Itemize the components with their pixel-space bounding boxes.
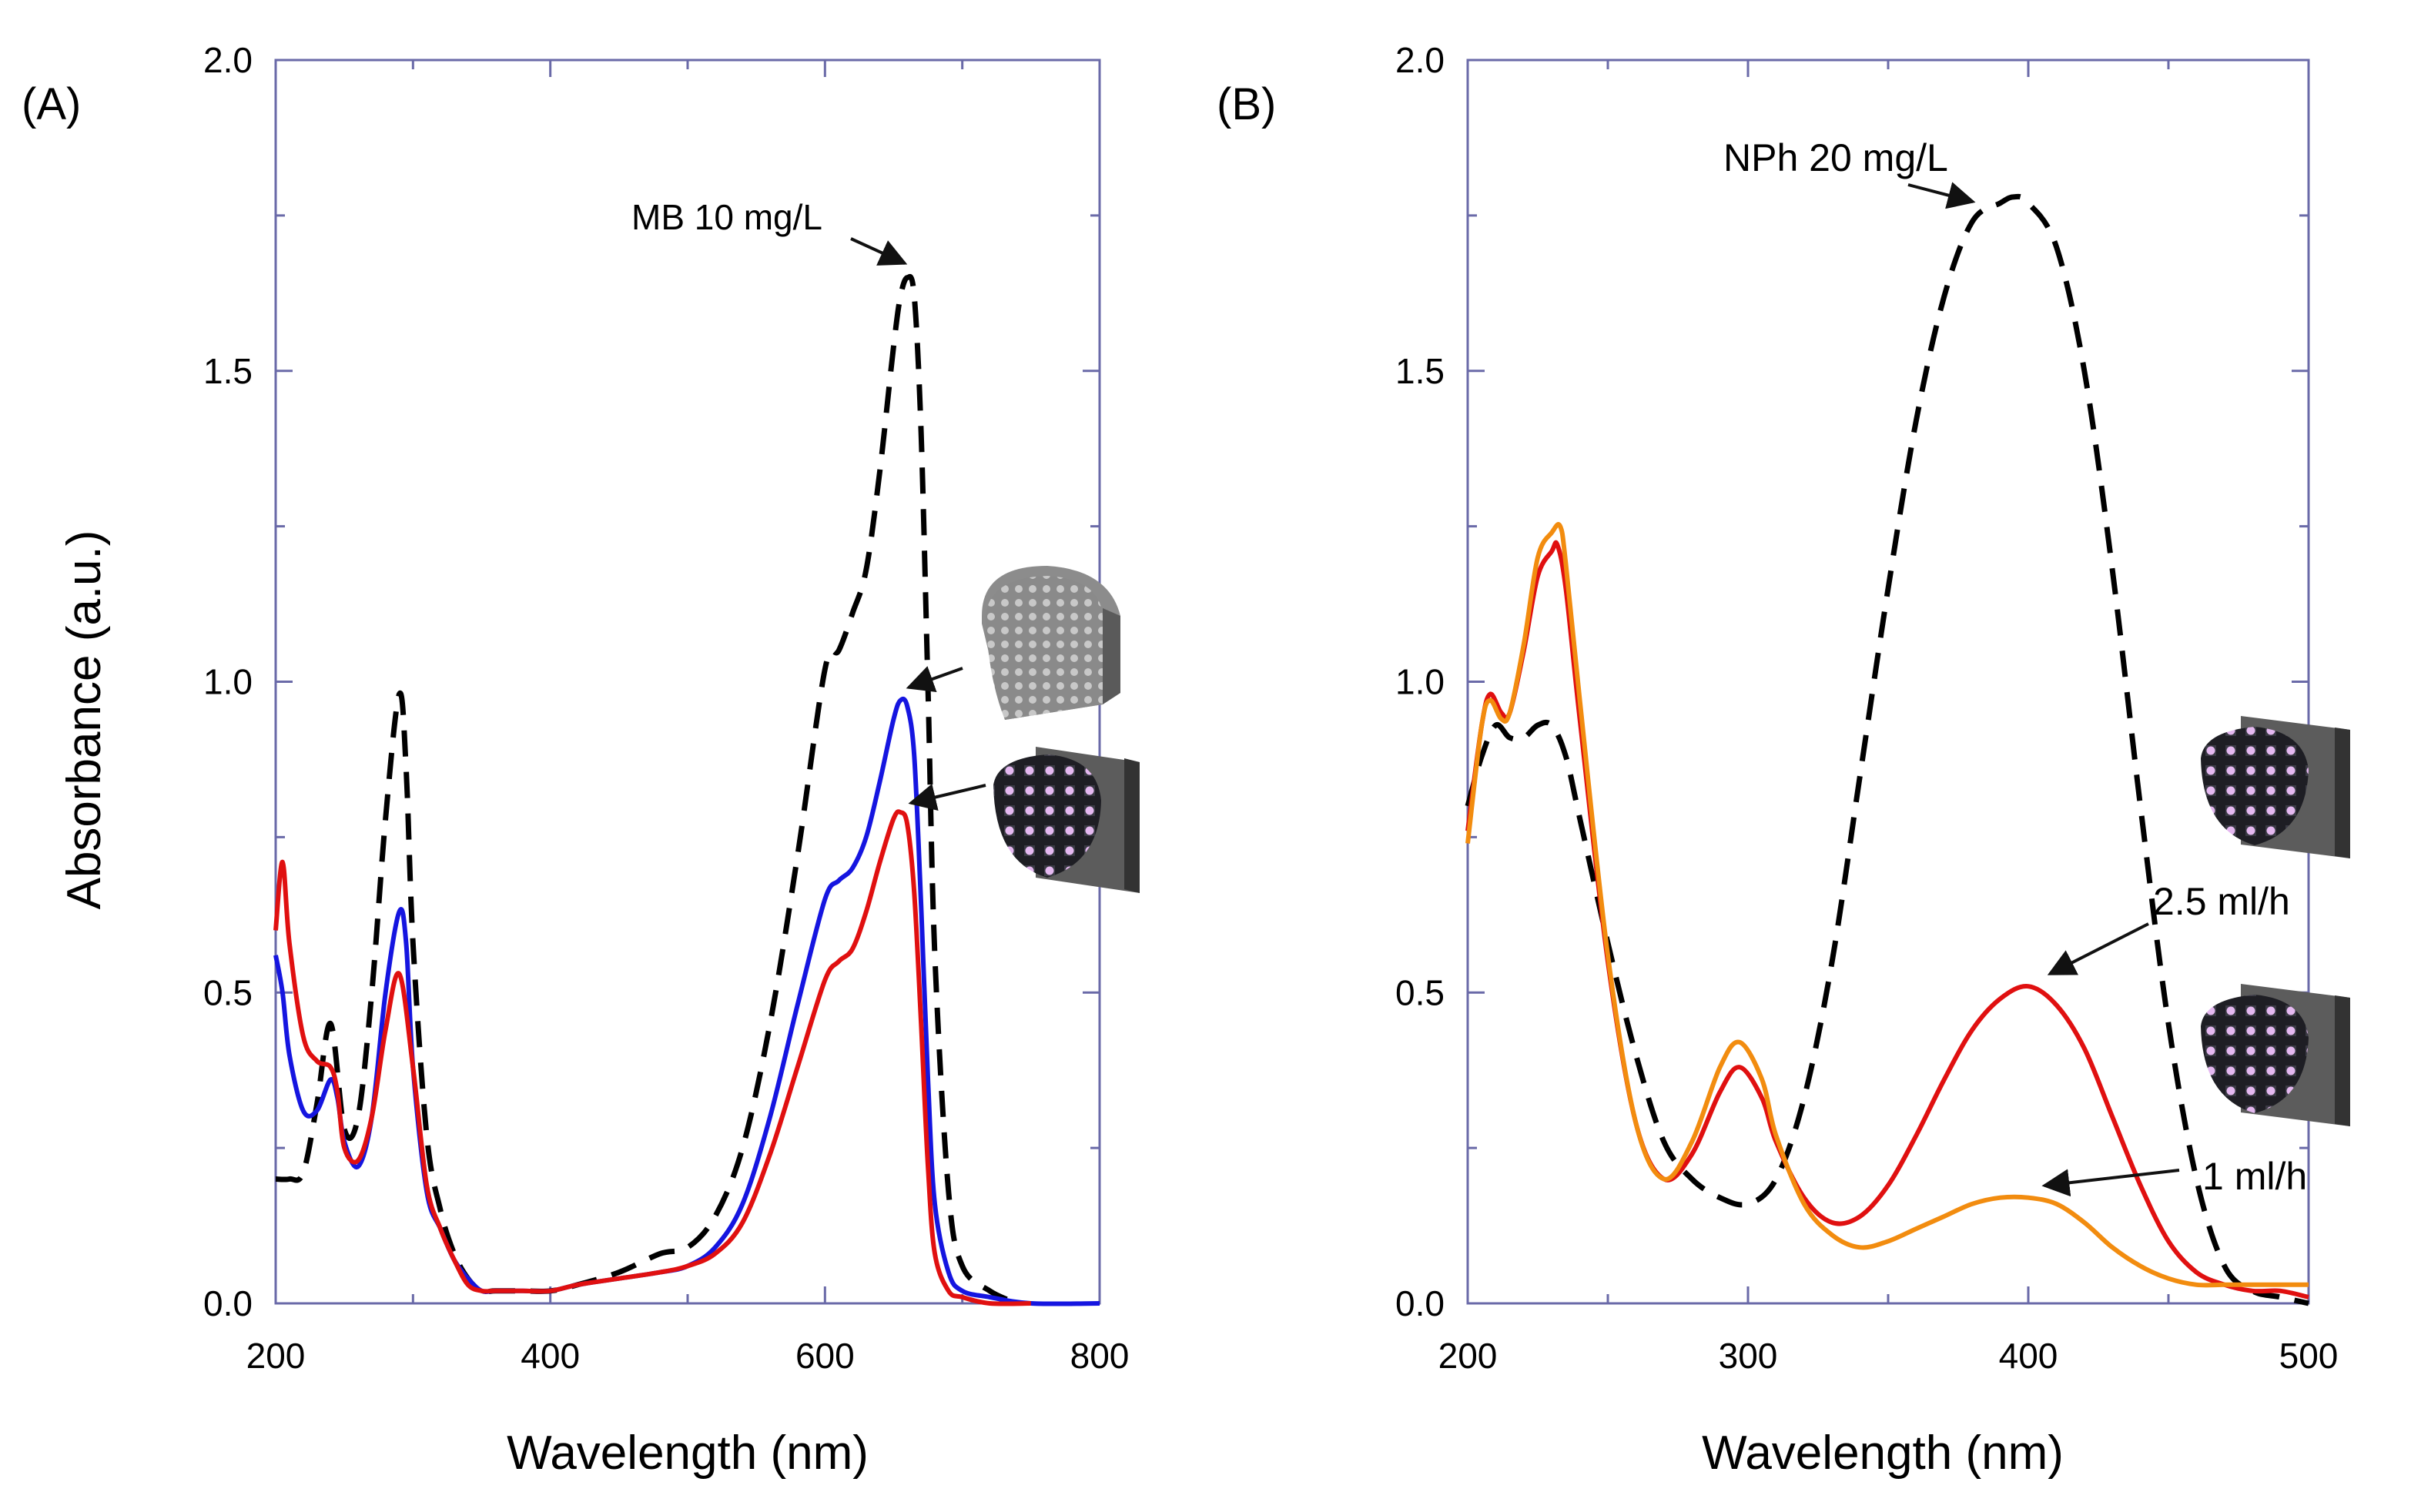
series-line-a-1	[273, 696, 1100, 1306]
series-line-a-0	[275, 273, 1019, 1306]
y-tick-label-b: 1.0	[1395, 662, 1445, 702]
fiber-array-arrow	[908, 784, 986, 811]
series-line-b-2	[1465, 522, 2309, 1288]
y-tick-label-a: 0.5	[203, 972, 253, 1012]
series-line-b-1	[1465, 540, 2309, 1300]
y-tick-label-a: 0.0	[203, 1283, 253, 1323]
annotation-nph-label: NPh 20 mg/L	[1723, 136, 1948, 179]
plot-frame-a	[274, 59, 1101, 1305]
x-axis-title-a: Wavelength (nm)	[507, 1427, 869, 1480]
y-tick-label-a: 2.0	[203, 40, 253, 80]
fiber-mat-arrow	[906, 666, 963, 693]
annotation-mb-label: MB 10 mg/L	[631, 197, 822, 237]
annotation-1-arrow	[2041, 1169, 2180, 1197]
fiber-mat-image	[982, 566, 1120, 720]
series-a	[273, 273, 1100, 1306]
fiber-array-image-2-5	[2201, 716, 2350, 858]
annotation-mb-arrow	[850, 237, 908, 266]
fiber-array-image	[993, 747, 1140, 893]
y-tick-label-b: 1.5	[1395, 351, 1445, 391]
x-tick-label-a: 600	[795, 1336, 855, 1376]
panel-b-label: (B)	[1217, 79, 1276, 129]
x-axis-title-b: Wavelength (nm)	[1702, 1427, 2064, 1480]
panel-b: 0.0 0.5 1.0 1.5 2.0 200 300 400 500 Wavelength (…	[1395, 40, 2350, 1480]
x-tick-label-a: 800	[1070, 1336, 1130, 1376]
y-tick-label-b: 0.0	[1395, 1283, 1445, 1323]
annotation-2-5-label: 2.5 ml/h	[2153, 880, 2290, 923]
annotation-nph-arrow	[1907, 182, 1976, 209]
annotation-1-label: 1 ml/h	[2202, 1155, 2307, 1198]
y-tick-label-b: 2.0	[1395, 40, 1445, 80]
x-tick-label-b: 400	[1999, 1336, 2058, 1376]
series-line-a-2	[273, 809, 1031, 1306]
x-tick-label-b: 200	[1438, 1336, 1498, 1376]
y-tick-label-b: 0.5	[1395, 972, 1445, 1012]
series-b	[1465, 193, 2309, 1306]
y-tick-label-a: 1.0	[203, 662, 253, 702]
panel-a-label: (A)	[22, 79, 81, 129]
fiber-array-image-1	[2201, 984, 2350, 1126]
y-tick-label-a: 1.5	[203, 351, 253, 391]
axes-b: 0.0 0.5 1.0 1.5 2.0 200 300 400 500	[1395, 40, 2338, 1376]
series-line-b-0	[1465, 193, 2309, 1306]
annotation-2-5-arrow	[2047, 922, 2149, 975]
x-tick-label-a: 400	[521, 1336, 580, 1376]
panel-a: 0.0 0.5 1.0 1.5 2.0 200 400 600 800 Wavelength (…	[58, 40, 1140, 1480]
x-tick-label-b: 300	[1719, 1336, 1778, 1376]
x-tick-label-a: 200	[246, 1336, 306, 1376]
y-axis-title: Absorbance (a.u.)	[58, 530, 111, 910]
x-tick-label-b: 500	[2279, 1336, 2339, 1376]
axes-a: 0.0 0.5 1.0 1.5 2.0 200 400 600 800	[203, 40, 1129, 1376]
